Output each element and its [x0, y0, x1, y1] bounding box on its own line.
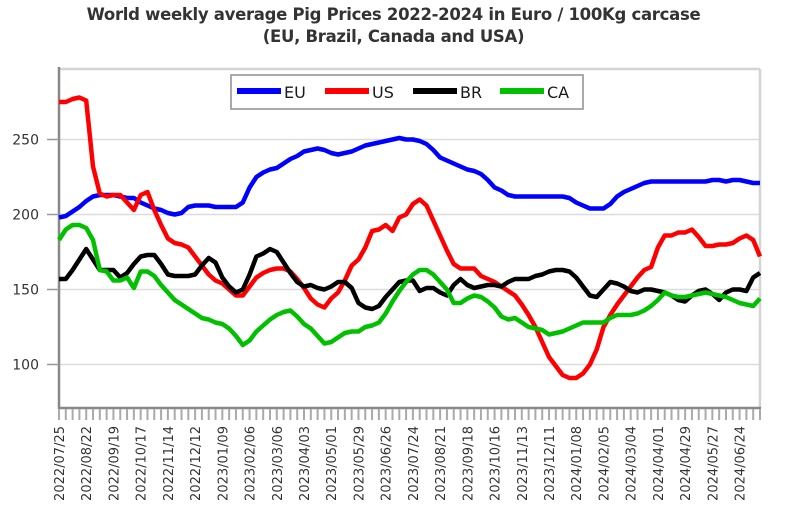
x-tick-label: 2023/09/18 [461, 426, 476, 501]
x-axis-ticks: 2022/07/25 2022/08/22 2022/09/19 2022/10/17… [53, 409, 761, 501]
legend: EU US BR CA [230, 74, 584, 110]
series-line-eu [58, 135, 760, 220]
x-tick-label: 2023/05/01 [325, 426, 340, 501]
legend-label: BR [460, 83, 482, 102]
legend-item-us: US [325, 83, 394, 102]
x-tick-label: 2023/10/16 [489, 426, 504, 501]
x-tick-label: 2024/06/24 [734, 426, 749, 501]
y-tick-label: 100 [12, 358, 39, 374]
series-line-us [59, 95, 763, 381]
series-lines [57, 95, 763, 381]
x-tick-label: 2022/10/17 [135, 426, 150, 501]
y-tick-label: 200 [12, 208, 39, 224]
x-tick-label: 2022/08/22 [80, 426, 95, 501]
series-line-ca [57, 222, 762, 348]
x-tick-label: 2023/02/06 [244, 426, 259, 501]
x-tick-label: 2022/07/25 [53, 426, 68, 501]
x-tick-label: 2023/03/06 [271, 426, 286, 501]
y-tick-label: 150 [12, 283, 39, 299]
legend-item-br: BR [413, 83, 482, 102]
y-tick-label: 250 [12, 133, 39, 149]
x-tick-label: 2022/12/12 [189, 426, 204, 501]
x-tick-label: 2023/01/09 [216, 426, 231, 501]
x-tick-label: 2023/07/24 [407, 426, 422, 501]
x-tick-label: 2023/06/26 [380, 426, 395, 501]
legend-item-ca: CA [500, 83, 569, 102]
legend-label: CA [547, 83, 569, 102]
chart-title: World weekly average Pig Prices 2022-202… [0, 4, 787, 48]
x-tick-label: 2024/05/27 [706, 426, 721, 501]
x-tick-label: 2024/03/04 [625, 426, 640, 501]
chart-title-main: World weekly average Pig Prices 2022-202… [86, 5, 701, 24]
x-tick-label: 2022/09/19 [107, 426, 122, 501]
x-tick-label: 2023/08/21 [434, 426, 449, 501]
x-tick-label: 2023/11/13 [516, 426, 531, 501]
axes [57, 67, 762, 410]
chart-subtitle: (EU, Brazil, Canada and USA) [262, 27, 525, 46]
y-axis-ticks: 100 150 200 250 [12, 133, 59, 374]
x-tick-label: 2023/12/11 [543, 426, 558, 501]
x-tick-label: 2024/02/05 [597, 426, 612, 501]
legend-label: EU [284, 83, 306, 102]
legend-item-eu: EU [237, 83, 306, 102]
x-tick-label: 2022/11/14 [162, 426, 177, 501]
x-tick-label: 2023/05/29 [352, 426, 367, 501]
legend-label: US [372, 83, 394, 102]
x-tick-label: 2024/04/01 [652, 426, 667, 501]
x-tick-label: 2024/04/29 [679, 426, 694, 501]
x-tick-label: 2023/04/03 [298, 426, 313, 501]
x-tick-label: 2024/01/08 [570, 426, 585, 501]
